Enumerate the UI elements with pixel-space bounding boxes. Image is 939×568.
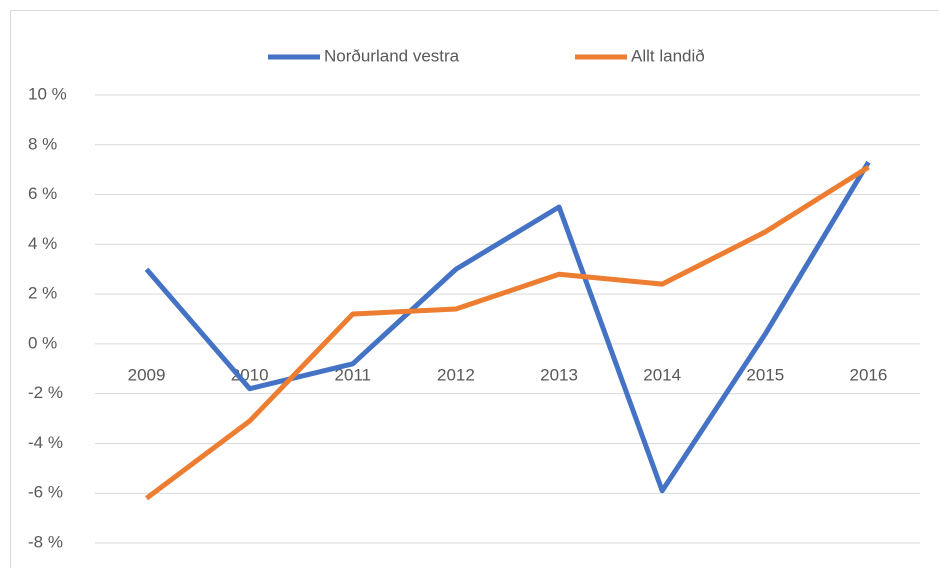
series-line xyxy=(144,160,871,494)
y-tick-label: 8 % xyxy=(28,134,57,153)
y-tick-label: -2 % xyxy=(28,383,63,402)
x-tick-label: 2011 xyxy=(335,365,372,384)
series-line xyxy=(145,165,870,501)
x-tick-label: 2012 xyxy=(437,365,475,384)
legend-label: Allt landið xyxy=(631,46,705,65)
chart-border xyxy=(10,10,939,568)
y-tick-label: 10 % xyxy=(28,84,67,103)
x-tick-label: 2013 xyxy=(540,365,578,384)
y-tick-label: -8 % xyxy=(28,532,63,551)
legend-label: Norðurland vestra xyxy=(324,46,460,65)
x-tick-label: 2015 xyxy=(746,365,784,384)
x-tick-label: 2014 xyxy=(643,365,681,384)
y-tick-label: 2 % xyxy=(28,284,57,303)
x-tick-label: 2016 xyxy=(850,365,888,384)
x-tick-label: 2009 xyxy=(128,365,166,384)
y-tick-label: 4 % xyxy=(28,234,57,253)
y-tick-label: 6 % xyxy=(28,184,57,203)
y-tick-label: -6 % xyxy=(28,483,63,502)
y-tick-label: -4 % xyxy=(28,433,63,452)
y-tick-label: 0 % xyxy=(28,333,57,352)
